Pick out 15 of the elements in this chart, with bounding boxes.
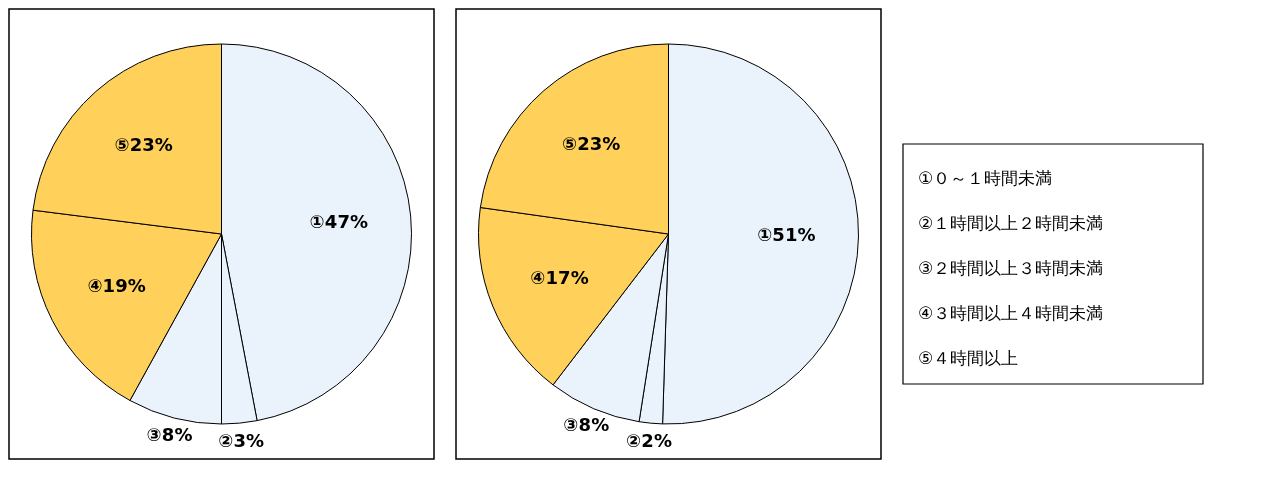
data-label: ④19% — [87, 275, 146, 297]
data-label: ③8% — [146, 424, 193, 446]
data-label: ②2% — [626, 430, 672, 452]
data-label: ⑤23% — [114, 133, 173, 155]
data-label: ⑤23% — [562, 133, 621, 155]
data-label: ①51% — [757, 223, 816, 245]
data-label: ④17% — [530, 266, 589, 288]
data-label: ③8% — [563, 414, 610, 436]
text: ④３時間以上４時間未満 — [918, 303, 1104, 323]
text: ⑤４時間以上 — [918, 348, 1019, 368]
data-label: ②3% — [218, 430, 265, 452]
data-label: ①47% — [309, 210, 368, 232]
text: ②１時間以上２時間未満 — [918, 213, 1104, 233]
text: ③２時間以上３時間未満 — [918, 258, 1104, 278]
text: ①０～１時間未満 — [918, 168, 1053, 188]
